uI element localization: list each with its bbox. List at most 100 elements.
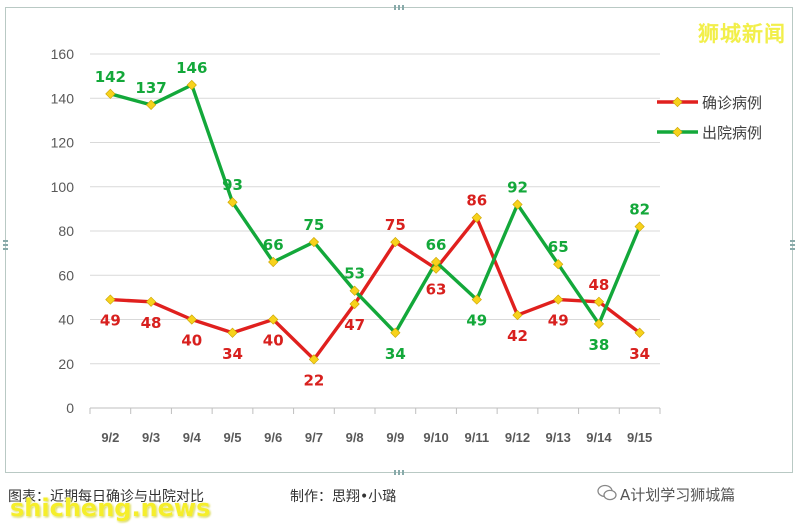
y-tick-label: 120 — [51, 135, 75, 151]
data-label-discharged: 66 — [426, 236, 447, 254]
y-tick-label: 20 — [58, 356, 74, 372]
account-name-text: A计划学习狮城篇 — [620, 486, 736, 504]
x-tick-label: 9/9 — [386, 430, 404, 445]
data-label-discharged: 66 — [263, 236, 284, 254]
series-line-discharged — [109, 83, 642, 335]
data-label-discharged: 92 — [507, 178, 528, 196]
series-lines — [105, 79, 645, 365]
data-label-confirmed: 75 — [385, 216, 406, 234]
watermark-logo-text: 狮城新闻 — [698, 22, 786, 46]
data-point-confirmed — [553, 294, 564, 305]
resize-handle-right[interactable] — [790, 238, 795, 250]
data-point-confirmed — [227, 327, 238, 338]
data-label-confirmed: 48 — [588, 276, 609, 294]
data-point-confirmed — [105, 294, 116, 305]
data-point-confirmed — [145, 296, 157, 307]
data-label-confirmed: 48 — [141, 314, 162, 332]
data-label-discharged: 146 — [176, 59, 207, 77]
y-tick-label: 0 — [66, 400, 74, 416]
data-point-discharged — [308, 236, 320, 248]
x-tick-label: 9/2 — [101, 430, 119, 445]
y-tick-label: 40 — [58, 312, 74, 328]
data-label-confirmed: 49 — [548, 312, 569, 330]
data-point-confirmed — [430, 263, 442, 274]
x-tick-label: 9/6 — [264, 430, 282, 445]
y-gridlines — [90, 53, 660, 365]
data-point-confirmed — [512, 309, 523, 321]
data-point-discharged — [105, 88, 116, 99]
data-label-discharged: 137 — [135, 79, 166, 97]
x-tick-label: 9/14 — [586, 430, 612, 445]
y-tick-label: 60 — [58, 267, 74, 283]
data-label-discharged: 82 — [629, 201, 650, 219]
wechat-icon — [597, 484, 617, 501]
data-labels: 49 48 40 34 40 22 47 75 63 86 42 49 48 34 142 137 146 93 6… — [95, 59, 650, 389]
legend-marker-confirmed — [672, 96, 683, 108]
data-point-discharged — [553, 259, 564, 270]
data-point-discharged — [512, 199, 523, 210]
axes: 0 20 40 60 80 100 120 140 160 9/2 9/3 9/4 9/5 9/6 9/7 9… — [51, 46, 661, 445]
data-point-confirmed — [390, 236, 401, 248]
data-point-discharged — [349, 285, 360, 296]
data-label-confirmed: 34 — [222, 345, 243, 363]
data-label-confirmed: 63 — [426, 281, 447, 299]
data-point-confirmed — [349, 298, 360, 310]
resize-handle-bottom[interactable] — [394, 470, 406, 475]
data-label-confirmed: 22 — [303, 371, 324, 389]
x-tick-label: 9/10 — [423, 430, 448, 445]
resize-handle-top[interactable] — [394, 5, 406, 10]
data-label-discharged: 53 — [344, 265, 365, 283]
data-point-confirmed — [593, 296, 605, 307]
x-tick-label: 9/7 — [305, 430, 323, 445]
data-point-confirmed — [186, 314, 197, 325]
data-label-confirmed: 86 — [466, 192, 487, 210]
series-line-confirmed — [110, 216, 641, 362]
data-label-discharged: 75 — [303, 216, 324, 234]
data-point-discharged — [390, 327, 401, 338]
data-point-discharged — [471, 294, 482, 305]
data-label-discharged: 38 — [588, 336, 609, 354]
data-label-discharged: 93 — [222, 176, 243, 194]
data-point-discharged — [593, 318, 605, 330]
figure-credit: 制作：思翔•小璐 — [290, 489, 397, 505]
data-label-confirmed: 47 — [344, 316, 365, 334]
x-tick-label: 9/4 — [183, 430, 202, 445]
x-tick-label: 9/15 — [627, 430, 652, 445]
data-label-confirmed: 49 — [100, 312, 121, 330]
data-point-discharged — [186, 79, 197, 91]
data-label-discharged: 65 — [548, 238, 569, 256]
y-tick-label: 160 — [51, 46, 75, 62]
data-label-discharged: 49 — [466, 312, 487, 330]
x-tick-label: 9/12 — [505, 430, 530, 445]
data-label-confirmed: 34 — [629, 345, 650, 363]
data-point-confirmed — [634, 327, 645, 338]
resize-handle-left[interactable] — [3, 238, 8, 250]
data-point-confirmed — [471, 212, 482, 223]
data-point-discharged — [145, 99, 157, 110]
x-tick-label: 9/8 — [346, 430, 364, 445]
data-label-discharged: 34 — [385, 345, 406, 363]
data-label-confirmed: 42 — [507, 327, 528, 345]
data-point-confirmed — [308, 354, 320, 365]
data-point-discharged — [268, 256, 279, 268]
data-point-discharged — [634, 221, 645, 232]
chart-frame — [3, 5, 795, 475]
y-tick-label: 140 — [51, 90, 75, 106]
data-point-confirmed — [268, 314, 279, 325]
data-point-discharged — [227, 197, 238, 208]
x-tick-label: 9/5 — [223, 430, 241, 445]
site-watermark: shicheng.news — [10, 494, 211, 522]
account-name: A计划学习狮城篇 — [620, 484, 735, 505]
data-label-discharged: 142 — [95, 68, 126, 86]
legend-marker-discharged — [672, 126, 683, 138]
data-point-discharged — [430, 256, 442, 268]
legend-label-discharged: 出院病例 — [702, 124, 762, 142]
figure-caption: 图表：近期每日确诊与出院对比 — [8, 489, 204, 505]
legend-label-confirmed: 确诊病例 — [702, 94, 762, 112]
x-tick-label: 9/11 — [464, 430, 489, 445]
x-tick-label: 9/3 — [142, 430, 160, 445]
data-label-confirmed: 40 — [181, 332, 202, 350]
y-tick-label: 80 — [58, 223, 74, 239]
